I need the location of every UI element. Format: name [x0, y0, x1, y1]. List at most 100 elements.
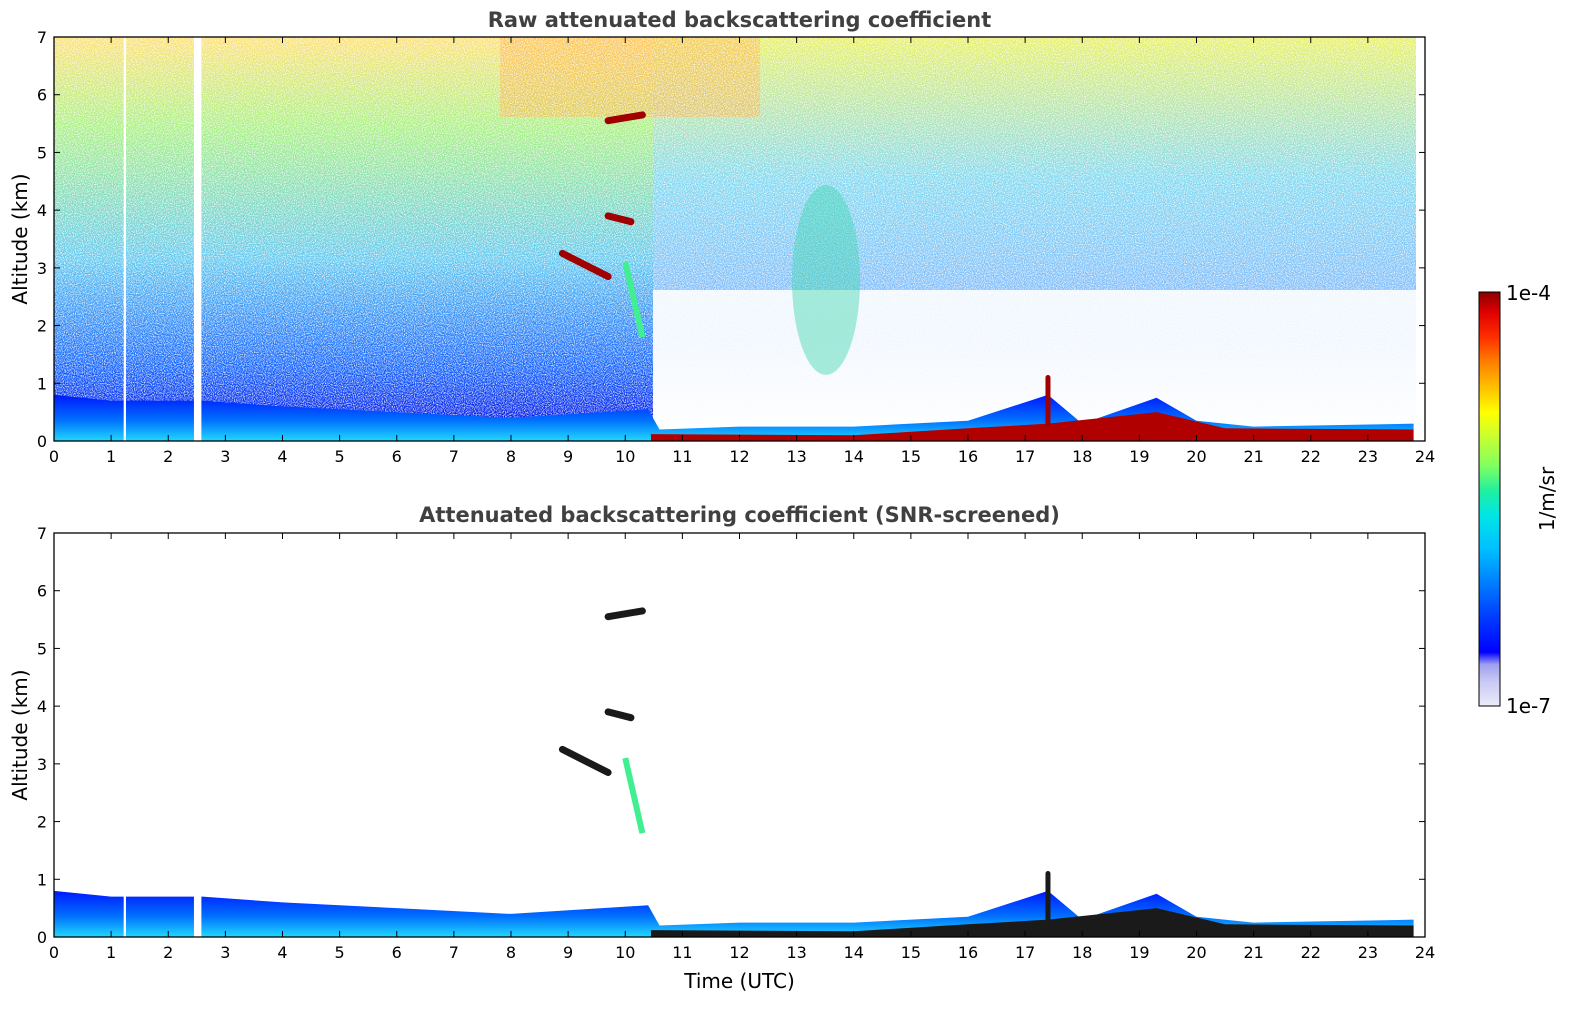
- bottom-heatmap: [54, 533, 1414, 937]
- y-tick-label: 4: [37, 201, 47, 220]
- bottom-panel: Attenuated backscattering coefficient (S…: [8, 503, 1435, 993]
- bottom-y-axis-label: Altitude (km): [8, 669, 32, 800]
- feature-aerosol-layer: [558, 745, 612, 777]
- feature-aerosol-layer: [558, 249, 612, 281]
- x-tick-label: 12: [729, 943, 749, 962]
- x-tick-label: 23: [1358, 447, 1378, 466]
- data-gap: [123, 37, 126, 441]
- top-aerosol-column: [792, 185, 860, 375]
- bottom-panel-title: Attenuated backscattering coefficient (S…: [419, 503, 1060, 527]
- top-heatmap: [54, 37, 1425, 441]
- x-tick-label: 7: [449, 447, 459, 466]
- y-tick-label: 7: [37, 524, 47, 543]
- x-tick-label: 9: [563, 447, 573, 466]
- feature-cloud-3.9km: [604, 212, 635, 226]
- y-tick-label: 2: [37, 317, 47, 336]
- x-tick-label: 22: [1301, 943, 1321, 962]
- x-tick-label: 15: [901, 447, 921, 466]
- y-tick-label: 3: [37, 755, 47, 774]
- y-tick-label: 5: [37, 639, 47, 658]
- y-tick-label: 1: [37, 870, 47, 889]
- colorbar-min-label: 1e-7: [1506, 694, 1551, 718]
- data-gap: [193, 37, 202, 441]
- x-tick-label: 7: [449, 943, 459, 962]
- top-y-axis: 0 1 2 3 4 5 6 7: [37, 28, 1425, 451]
- y-tick-label: 2: [37, 813, 47, 832]
- x-tick-label: 4: [277, 447, 287, 466]
- x-tick-label: 14: [844, 447, 864, 466]
- x-tick-label: 12: [729, 447, 749, 466]
- bottom-features: [558, 607, 1051, 923]
- x-tick-label: 20: [1186, 447, 1206, 466]
- top-surface-layer: [650, 412, 1414, 441]
- feature-cloud-5.5km: [604, 607, 646, 621]
- bottom-axes-frame: [53, 532, 1426, 938]
- x-tick-label: 15: [901, 943, 921, 962]
- x-tick-label: 1: [106, 943, 116, 962]
- x-tick-label: 21: [1243, 447, 1263, 466]
- x-tick-label: 16: [958, 447, 978, 466]
- x-tick-label: 19: [1129, 943, 1149, 962]
- y-tick-label: 3: [37, 259, 47, 278]
- x-tick-label: 23: [1358, 943, 1378, 962]
- x-tick-label: 10: [615, 943, 635, 962]
- y-tick-label: 4: [37, 697, 47, 716]
- x-tick-label: 9: [563, 943, 573, 962]
- colorbar-max-label: 1e-4: [1506, 281, 1551, 305]
- colorbar-units-label: 1/m/sr: [1535, 466, 1559, 531]
- y-tick-label: 6: [37, 86, 47, 105]
- x-tick-label: 11: [672, 943, 692, 962]
- feature-fall-streak: [622, 757, 646, 834]
- y-tick-label: 0: [37, 432, 47, 451]
- x-tick-label: 13: [786, 447, 806, 466]
- top-panel-title: Raw attenuated backscattering coefficien…: [488, 8, 992, 32]
- y-tick-label: 7: [37, 28, 47, 47]
- x-tick-label: 11: [672, 447, 692, 466]
- x-tick-label: 18: [1072, 447, 1092, 466]
- x-tick-label: 17: [1015, 943, 1035, 962]
- x-tick-label: 19: [1129, 447, 1149, 466]
- x-tick-label: 5: [335, 447, 345, 466]
- x-tick-label: 8: [506, 447, 516, 466]
- bottom-x-axis: 0 1 2 3 4 5 6 7 8 9 10 11 12 13 14 15 16 17 18 19 20 21 22 23 24: [49, 533, 1435, 962]
- top-y-axis-label: Altitude (km): [8, 173, 32, 304]
- x-tick-label: 0: [49, 943, 59, 962]
- x-tick-label: 20: [1186, 943, 1206, 962]
- top-panel: Raw attenuated backscattering coefficien…: [8, 8, 1435, 466]
- data-gap: [193, 533, 202, 937]
- x-tick-label: 2: [163, 447, 173, 466]
- x-tick-label: 22: [1301, 447, 1321, 466]
- feature-fall-streak: [622, 261, 646, 338]
- x-tick-label: 10: [615, 447, 635, 466]
- colorbar: 1e-4 1e-7 1/m/sr: [1478, 281, 1559, 718]
- x-tick-label: 2: [163, 943, 173, 962]
- colorbar-gradient: [1478, 291, 1501, 707]
- bottom-data-gaps: [123, 533, 202, 937]
- bottom-y-axis: 0 1 2 3 4 5 6 7: [37, 524, 1425, 947]
- y-tick-label: 6: [37, 582, 47, 601]
- x-tick-label: 3: [220, 447, 230, 466]
- y-tick-label: 5: [37, 143, 47, 162]
- x-tick-label: 13: [786, 943, 806, 962]
- x-tick-label: 0: [49, 447, 59, 466]
- bottom-surface-layer: [650, 908, 1414, 937]
- x-tick-label: 16: [958, 943, 978, 962]
- x-tick-label: 17: [1015, 447, 1035, 466]
- data-gap: [123, 533, 126, 937]
- x-tick-label: 21: [1243, 943, 1263, 962]
- x-tick-label: 4: [277, 943, 287, 962]
- x-tick-label: 5: [335, 943, 345, 962]
- y-tick-label: 1: [37, 374, 47, 393]
- top-x-axis: 0 1 2 3 4 5 6 7 8 9 10 11 12 13 14 15 16 17 18 19 20 21 22 23 24: [49, 37, 1435, 466]
- top-data-gaps: [123, 37, 202, 441]
- y-tick-label: 0: [37, 928, 47, 947]
- feature-cloud-5.5km: [604, 111, 646, 125]
- top-features: [558, 111, 1051, 427]
- x-tick-label: 6: [392, 943, 402, 962]
- x-tick-label: 24: [1415, 943, 1435, 962]
- x-tick-label: 24: [1415, 447, 1435, 466]
- x-tick-label: 1: [106, 447, 116, 466]
- x-tick-label: 18: [1072, 943, 1092, 962]
- x-tick-label: 14: [844, 943, 864, 962]
